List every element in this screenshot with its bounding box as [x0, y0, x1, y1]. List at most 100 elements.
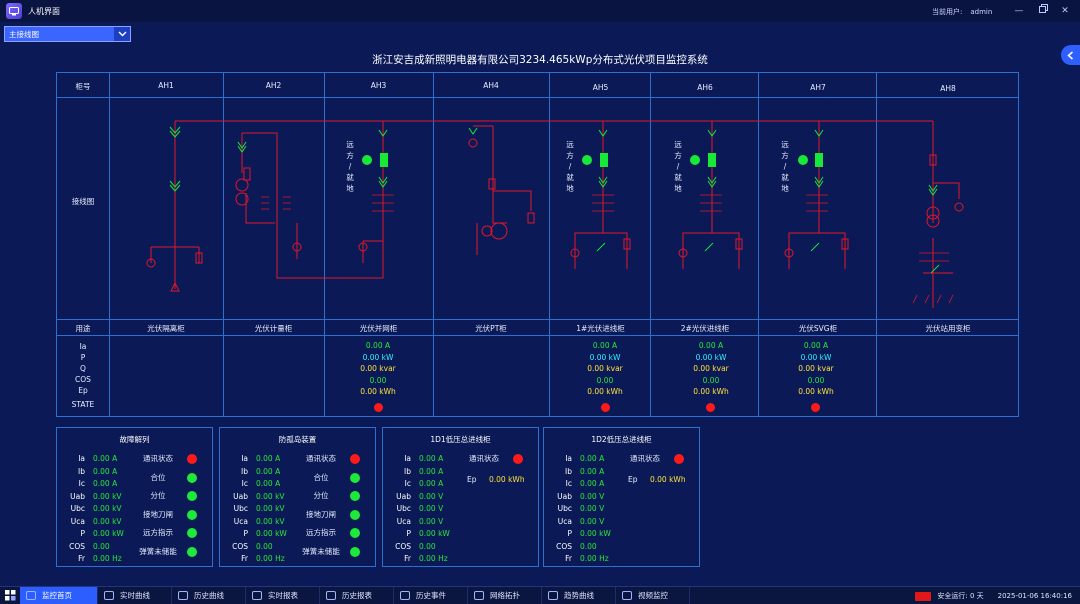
- measure-label-ep: Ep: [78, 386, 88, 395]
- metric-value: 0.00 kW: [419, 529, 450, 538]
- current-user: 当前用户: admin: [932, 7, 1000, 17]
- signal-status-indicator: [350, 491, 360, 501]
- ah3-local-remote-label: 远方 / 就地: [345, 139, 355, 194]
- metric-value: 0.00 A: [580, 466, 605, 476]
- metric-value: 0.00 V: [419, 516, 444, 526]
- page-title: 浙江安吉成新照明电器有限公司3234.465kWp分布式光伏项目监控系统: [372, 54, 708, 66]
- lr-char: /: [568, 162, 572, 171]
- lr-char: 方: [566, 151, 574, 160]
- module-icon: [326, 591, 336, 600]
- cabinet-header-ah3: AH3: [370, 81, 387, 90]
- taskbar-item[interactable]: 趋势曲线: [542, 586, 616, 604]
- metric-value: 0.00 A: [256, 466, 281, 476]
- ah6-state-indicator: [706, 403, 715, 412]
- metric-value: 0.00 A: [93, 454, 118, 463]
- metric-value: 0.00 A: [580, 479, 605, 488]
- metric-value: 0.00 Hz: [580, 554, 609, 563]
- ah6-remote-local-indicator: [690, 155, 700, 165]
- usage-ah6: 2#光伏进线柜: [680, 324, 730, 333]
- taskbar-item[interactable]: 实时报表: [246, 586, 320, 604]
- ah7-breaker-closed: [815, 153, 823, 167]
- taskbar-item[interactable]: 视频监控: [616, 586, 690, 604]
- signal-label: 通讯状态: [306, 454, 336, 463]
- metric-label: Ib: [241, 466, 248, 476]
- chevron-down-icon[interactable]: [114, 27, 130, 41]
- energy-label: Ep: [467, 475, 477, 484]
- taskbar-item-label: 视频监控: [638, 591, 668, 600]
- metric-value: 0.00 Hz: [93, 554, 122, 563]
- ah3-p: 0.00 kW: [362, 353, 394, 362]
- lr-char: 就: [346, 173, 354, 182]
- ah6-ia: 0.00 A: [698, 341, 724, 350]
- panel-title: 1D2低压总进线柜: [591, 435, 652, 444]
- metric-value: 0.00 V: [580, 504, 605, 513]
- signal-label: 合位: [313, 472, 329, 482]
- metric-label: P: [243, 529, 248, 538]
- metric-value: 0.00 kV: [93, 504, 122, 513]
- lr-char: 地: [346, 184, 354, 193]
- metric-label: Uca: [396, 516, 411, 526]
- measure-label-cos: COS: [75, 375, 91, 384]
- taskbar-item[interactable]: 实时曲线: [98, 586, 172, 604]
- taskbar-item[interactable]: 监控首页: [20, 586, 98, 604]
- ah3-breaker-closed: [380, 153, 388, 167]
- lr-char: 方: [674, 151, 682, 160]
- minimize-icon[interactable]: —: [1014, 6, 1024, 16]
- module-icon: [252, 591, 262, 600]
- ah3-state-indicator: [374, 403, 383, 412]
- signal-label: 接地刀闸: [306, 509, 336, 519]
- metric-label: Ubc: [557, 504, 572, 513]
- lr-char: 远: [674, 140, 682, 149]
- ah3-ia: 0.00 A: [365, 341, 391, 350]
- taskbar: 监控首页 实时曲线 历史曲线 实时报表 历史报表 历史事件 网络拓扑 趋势曲线 视频监控 安全运…: [0, 586, 1080, 604]
- signal-status-indicator: [187, 546, 197, 557]
- taskbar-item[interactable]: 历史曲线: [172, 586, 246, 604]
- metric-label: Uca: [233, 516, 248, 526]
- metric-value: 0.00 V: [419, 504, 444, 513]
- usage-ah7: 光伏SVG柜: [798, 324, 838, 333]
- side-panel-toggle[interactable]: [1061, 45, 1080, 65]
- restore-icon[interactable]: [1036, 4, 1050, 18]
- metric-value: 0.00 A: [93, 479, 118, 488]
- metric-value: 0.00 A: [419, 454, 444, 463]
- ah7-p: 0.00 kW: [800, 353, 832, 362]
- taskbar-item[interactable]: 历史事件: [394, 586, 468, 604]
- metric-label: Ia: [404, 454, 411, 463]
- metric-label: Fr: [241, 554, 248, 563]
- metric-value: 0.00: [580, 541, 597, 551]
- signal-label: 通讯状态: [469, 454, 499, 463]
- usage-ah3: 光伏并网柜: [359, 324, 398, 333]
- lr-char: /: [783, 162, 787, 171]
- taskbar-item-label: 历史曲线: [194, 591, 224, 600]
- cabinet-header-ah6: AH6: [697, 83, 713, 92]
- close-icon[interactable]: ✕: [1061, 6, 1069, 16]
- metric-label: Ia: [565, 454, 572, 463]
- taskbar-item-label: 实时报表: [268, 591, 298, 600]
- taskbar-item-label: 监控首页: [42, 591, 72, 600]
- panel-title: 故障解列: [119, 435, 150, 444]
- energy-value: 0.00 kWh: [650, 475, 686, 484]
- metric-label: Ic: [241, 479, 248, 488]
- user-label: 当前用户:: [932, 8, 963, 16]
- ah7-cos: 0.00: [807, 376, 825, 385]
- cabinet-header-ah5: AH5: [592, 83, 609, 92]
- ah6-q: 0.00 kvar: [693, 364, 729, 373]
- signal-status-indicator: [187, 491, 197, 501]
- ah6-p: 0.00 kW: [695, 353, 727, 362]
- metric-value: 0.00 kV: [93, 516, 122, 526]
- alarm-icon[interactable]: [915, 591, 932, 601]
- lr-char: /: [676, 162, 680, 171]
- view-select[interactable]: 主接线图: [4, 26, 131, 42]
- metric-label: Ib: [565, 466, 572, 476]
- metric-label: Uab: [557, 491, 572, 501]
- start-grid-icon[interactable]: [0, 587, 20, 604]
- signal-label: 弹簧未储能: [302, 546, 340, 556]
- taskbar-item[interactable]: 历史报表: [320, 586, 394, 604]
- chevron-left-icon: [1067, 50, 1073, 60]
- ah6-ep: 0.00 kWh: [693, 387, 729, 396]
- metric-value: 0.00: [419, 541, 436, 551]
- ah5-breaker-closed: [600, 153, 608, 167]
- lr-char: 远: [566, 140, 574, 149]
- taskbar-item[interactable]: 网络拓扑: [468, 586, 542, 604]
- usage-ah8: 光伏站用变柜: [925, 324, 971, 333]
